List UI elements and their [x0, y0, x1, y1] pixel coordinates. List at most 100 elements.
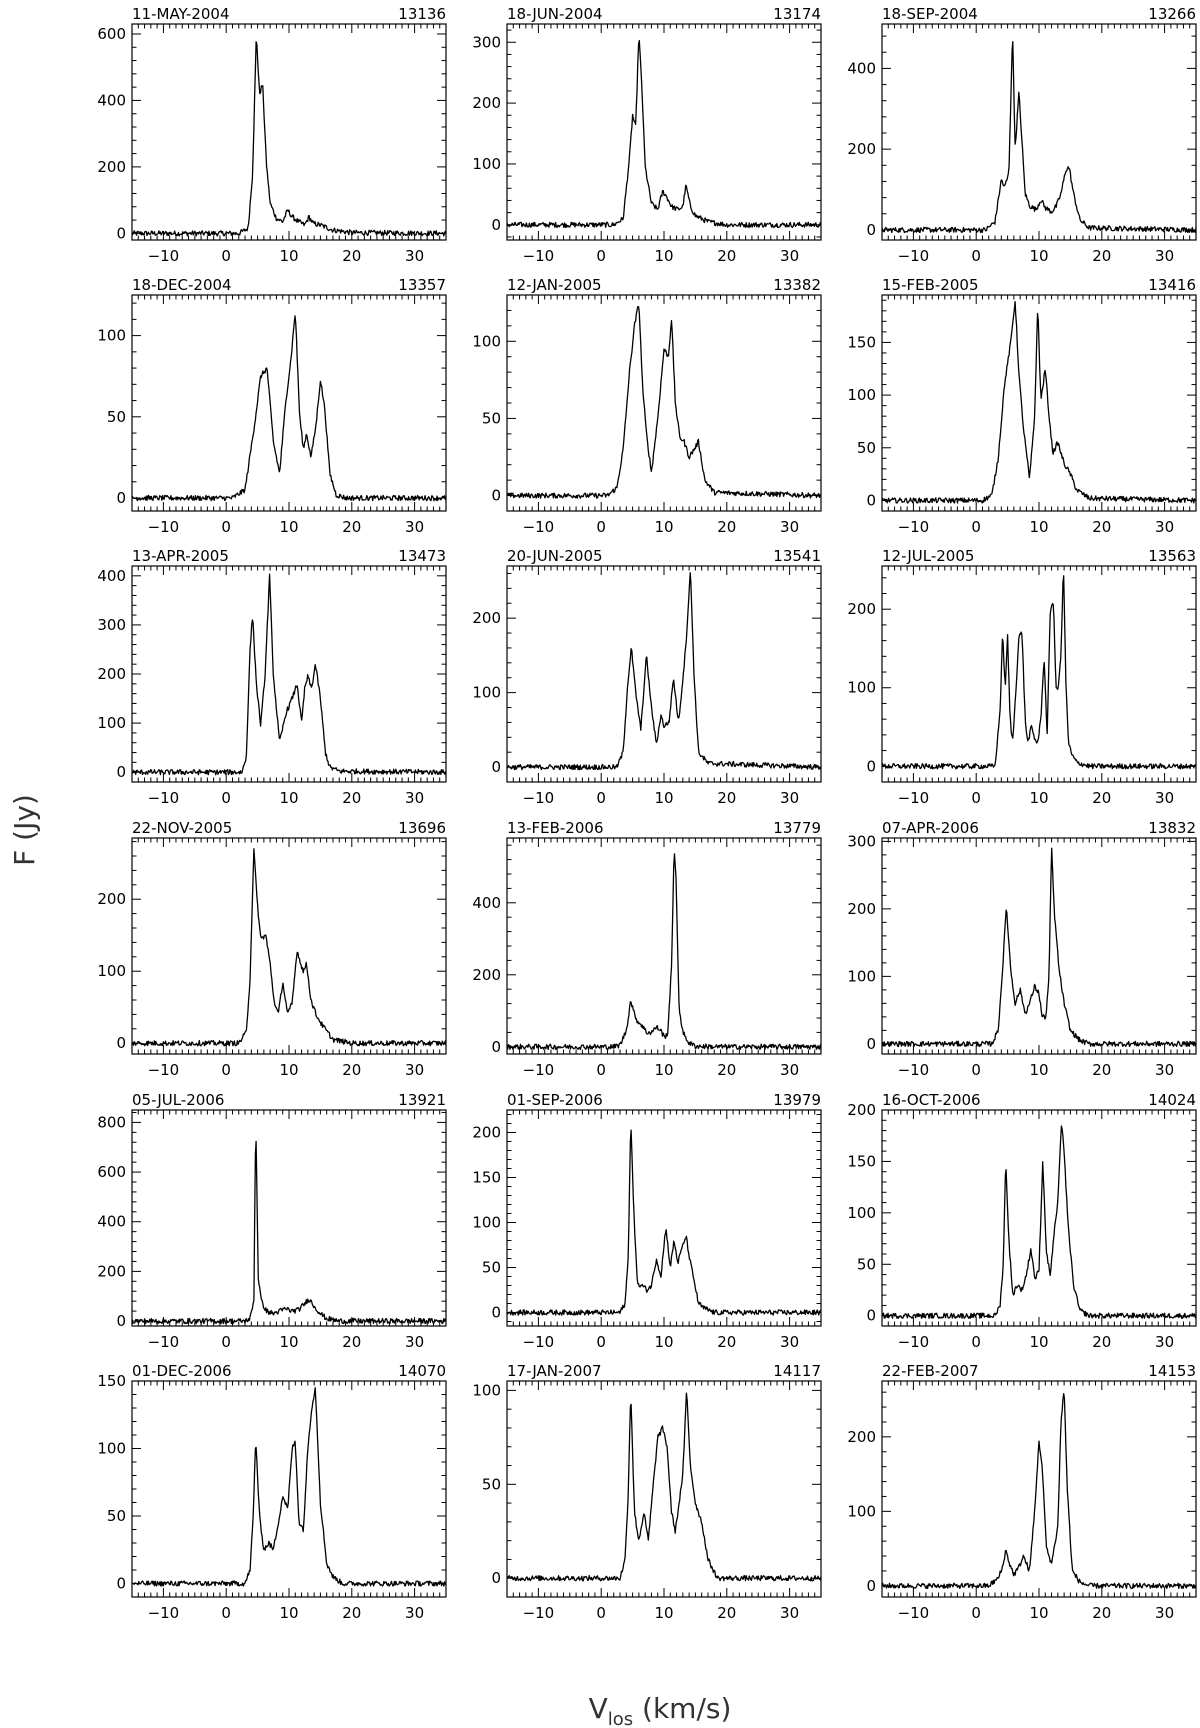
y-tick-label: 100: [847, 1204, 876, 1222]
x-tick-label: 20: [342, 518, 361, 536]
x-tick-label: 20: [717, 247, 736, 265]
x-tick-label: −10: [148, 789, 180, 807]
x-tick-label: 0: [971, 1333, 981, 1351]
x-tick-label: 30: [780, 789, 799, 807]
y-tick-label: 200: [97, 158, 126, 176]
x-tick-label: 0: [971, 1061, 981, 1079]
x-tick-label: 20: [1092, 789, 1111, 807]
spectrum-panel: 15-FEB-2005 13416 −10 0 10 20 30 0 50 100 150: [847, 276, 1197, 536]
y-tick-label: 0: [491, 216, 501, 234]
panel-id-label: 14117: [773, 1362, 821, 1380]
x-tick-label: 30: [780, 1604, 799, 1622]
panel-date-label: 05-JUL-2006: [132, 1091, 224, 1109]
x-tick-label: 30: [405, 1604, 424, 1622]
y-tick-label: 50: [482, 1259, 501, 1277]
spectrum-line: [506, 1129, 822, 1316]
x-tick-label: 30: [780, 518, 799, 536]
x-tick-label: 20: [342, 789, 361, 807]
y-tick-label: 100: [97, 962, 126, 980]
spectrum-line: [881, 1392, 1197, 1590]
panel-id-label: 14153: [1148, 1362, 1196, 1380]
panel-frame: [131, 23, 447, 241]
panel-id-label: 13266: [1148, 5, 1196, 23]
y-tick-label: 300: [847, 832, 876, 850]
y-tick-label: 0: [491, 1569, 501, 1587]
x-tick-label: 0: [221, 518, 231, 536]
spectrum-panel: 01-SEP-2006 13979 −10 0 10 20 30 0 50 100 150 200: [472, 1091, 822, 1351]
y-tick-label: 50: [482, 409, 501, 427]
x-tick-label: −10: [148, 1604, 180, 1622]
panel-date-label: 22-NOV-2005: [132, 819, 232, 837]
y-tick-label: 50: [107, 1507, 126, 1525]
x-tick-label: −10: [898, 1061, 930, 1079]
x-tick-label: 20: [1092, 518, 1111, 536]
y-tick-label: 0: [866, 221, 876, 239]
x-tick-label: 0: [596, 247, 606, 265]
x-tick-label: 10: [1029, 1604, 1048, 1622]
spectrum-panel: 05-JUL-2006 13921 −10 0 10 20 30 0 200 400 600 800: [97, 1091, 447, 1351]
x-tick-label: 20: [717, 1333, 736, 1351]
x-axis-label: Vlos (km/s): [589, 1692, 732, 1728]
panel-date-label: 15-FEB-2005: [882, 276, 978, 294]
x-tick-label: 20: [1092, 1333, 1111, 1351]
spectrum-panel: 12-JUL-2005 13563 −10 0 10 20 30 0 100 200: [847, 547, 1197, 807]
y-tick-label: 0: [116, 1575, 126, 1593]
spectrum-line: [506, 853, 822, 1051]
panel-date-label: 12-JUL-2005: [882, 547, 974, 565]
x-tick-label: 10: [654, 247, 673, 265]
x-tick-label: 0: [971, 789, 981, 807]
x-tick-label: 0: [596, 1061, 606, 1079]
x-tick-label: 20: [717, 1061, 736, 1079]
panel-id-label: 13473: [398, 547, 446, 565]
panel-date-label: 18-SEP-2004: [882, 5, 978, 23]
x-tick-label: −10: [898, 1333, 930, 1351]
x-tick-label: 0: [971, 518, 981, 536]
spectrum-panel: 17-JAN-2007 14117 −10 0 10 20 30 0 50 100: [472, 1362, 822, 1622]
y-tick-label: 150: [847, 1152, 876, 1170]
y-tick-label: 100: [472, 684, 501, 702]
x-tick-label: 10: [1029, 1061, 1048, 1079]
x-tick-label: −10: [523, 1604, 555, 1622]
y-tick-label: 100: [472, 1214, 501, 1232]
x-tick-label: 10: [654, 518, 673, 536]
y-tick-label: 0: [116, 1312, 126, 1330]
panel-id-label: 13779: [773, 819, 821, 837]
y-tick-label: 400: [97, 567, 126, 585]
panel-id-label: 13136: [398, 5, 446, 23]
x-tick-label: 10: [654, 1333, 673, 1351]
panel-frame: [506, 294, 822, 512]
x-tick-label: 0: [221, 1061, 231, 1079]
y-tick-label: 50: [482, 1475, 501, 1493]
y-tick-label: 200: [97, 665, 126, 683]
y-tick-label: 200: [847, 600, 876, 618]
x-tick-label: −10: [523, 1061, 555, 1079]
y-tick-label: 0: [866, 491, 876, 509]
panel-date-label: 13-FEB-2006: [507, 819, 603, 837]
x-tick-label: 0: [221, 1333, 231, 1351]
x-tick-label: 20: [1092, 247, 1111, 265]
panel-id-label: 13382: [773, 276, 821, 294]
y-tick-label: 100: [472, 332, 501, 350]
spectrum-line: [131, 1140, 447, 1325]
spectrum-line: [881, 575, 1197, 770]
x-axis-label-unit: (km/s): [642, 1692, 731, 1725]
y-tick-label: 100: [847, 386, 876, 404]
x-tick-label: 0: [221, 1604, 231, 1622]
x-tick-label: 10: [654, 1061, 673, 1079]
x-tick-label: 10: [1029, 247, 1048, 265]
x-tick-label: 30: [1155, 789, 1174, 807]
panel-date-label: 01-SEP-2006: [507, 1091, 603, 1109]
panel-date-label: 17-JAN-2007: [507, 1362, 602, 1380]
y-tick-label: 100: [847, 967, 876, 985]
y-tick-label: 100: [847, 1502, 876, 1520]
y-tick-label: 50: [107, 408, 126, 426]
panel-id-label: 13696: [398, 819, 446, 837]
panel-frame: [506, 1109, 822, 1327]
x-tick-label: 30: [780, 1333, 799, 1351]
y-tick-label: 100: [847, 679, 876, 697]
x-axis-label-main: V: [589, 1692, 608, 1725]
x-tick-label: 30: [405, 789, 424, 807]
panel-date-label: 18-JUN-2004: [507, 5, 603, 23]
